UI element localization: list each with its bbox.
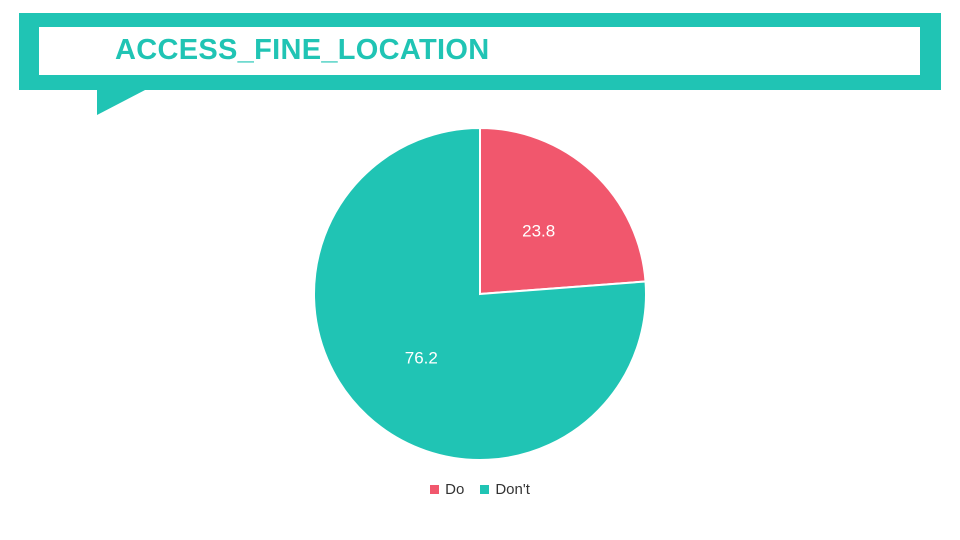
chart-title: ACCESS_FINE_LOCATION (115, 34, 490, 66)
pie-slice-do (479, 126, 647, 296)
title-box: ACCESS_FINE_LOCATION (39, 27, 920, 75)
pie-slice-dont (313, 126, 647, 461)
title-banner-tail (97, 89, 147, 115)
legend: Do Don't (0, 481, 960, 498)
data-label-do: 23.8 (522, 222, 555, 241)
data-label-dont: 76.2 (405, 348, 438, 367)
legend-swatch-dont (480, 485, 490, 494)
legend-label-dont: Don't (495, 481, 530, 498)
legend-item-dont: Don't (480, 481, 530, 498)
title-banner: ACCESS_FINE_LOCATION (19, 13, 941, 90)
legend-swatch-do (430, 485, 440, 494)
legend-label-do: Do (445, 481, 465, 498)
legend-item-do: Do (430, 481, 464, 498)
